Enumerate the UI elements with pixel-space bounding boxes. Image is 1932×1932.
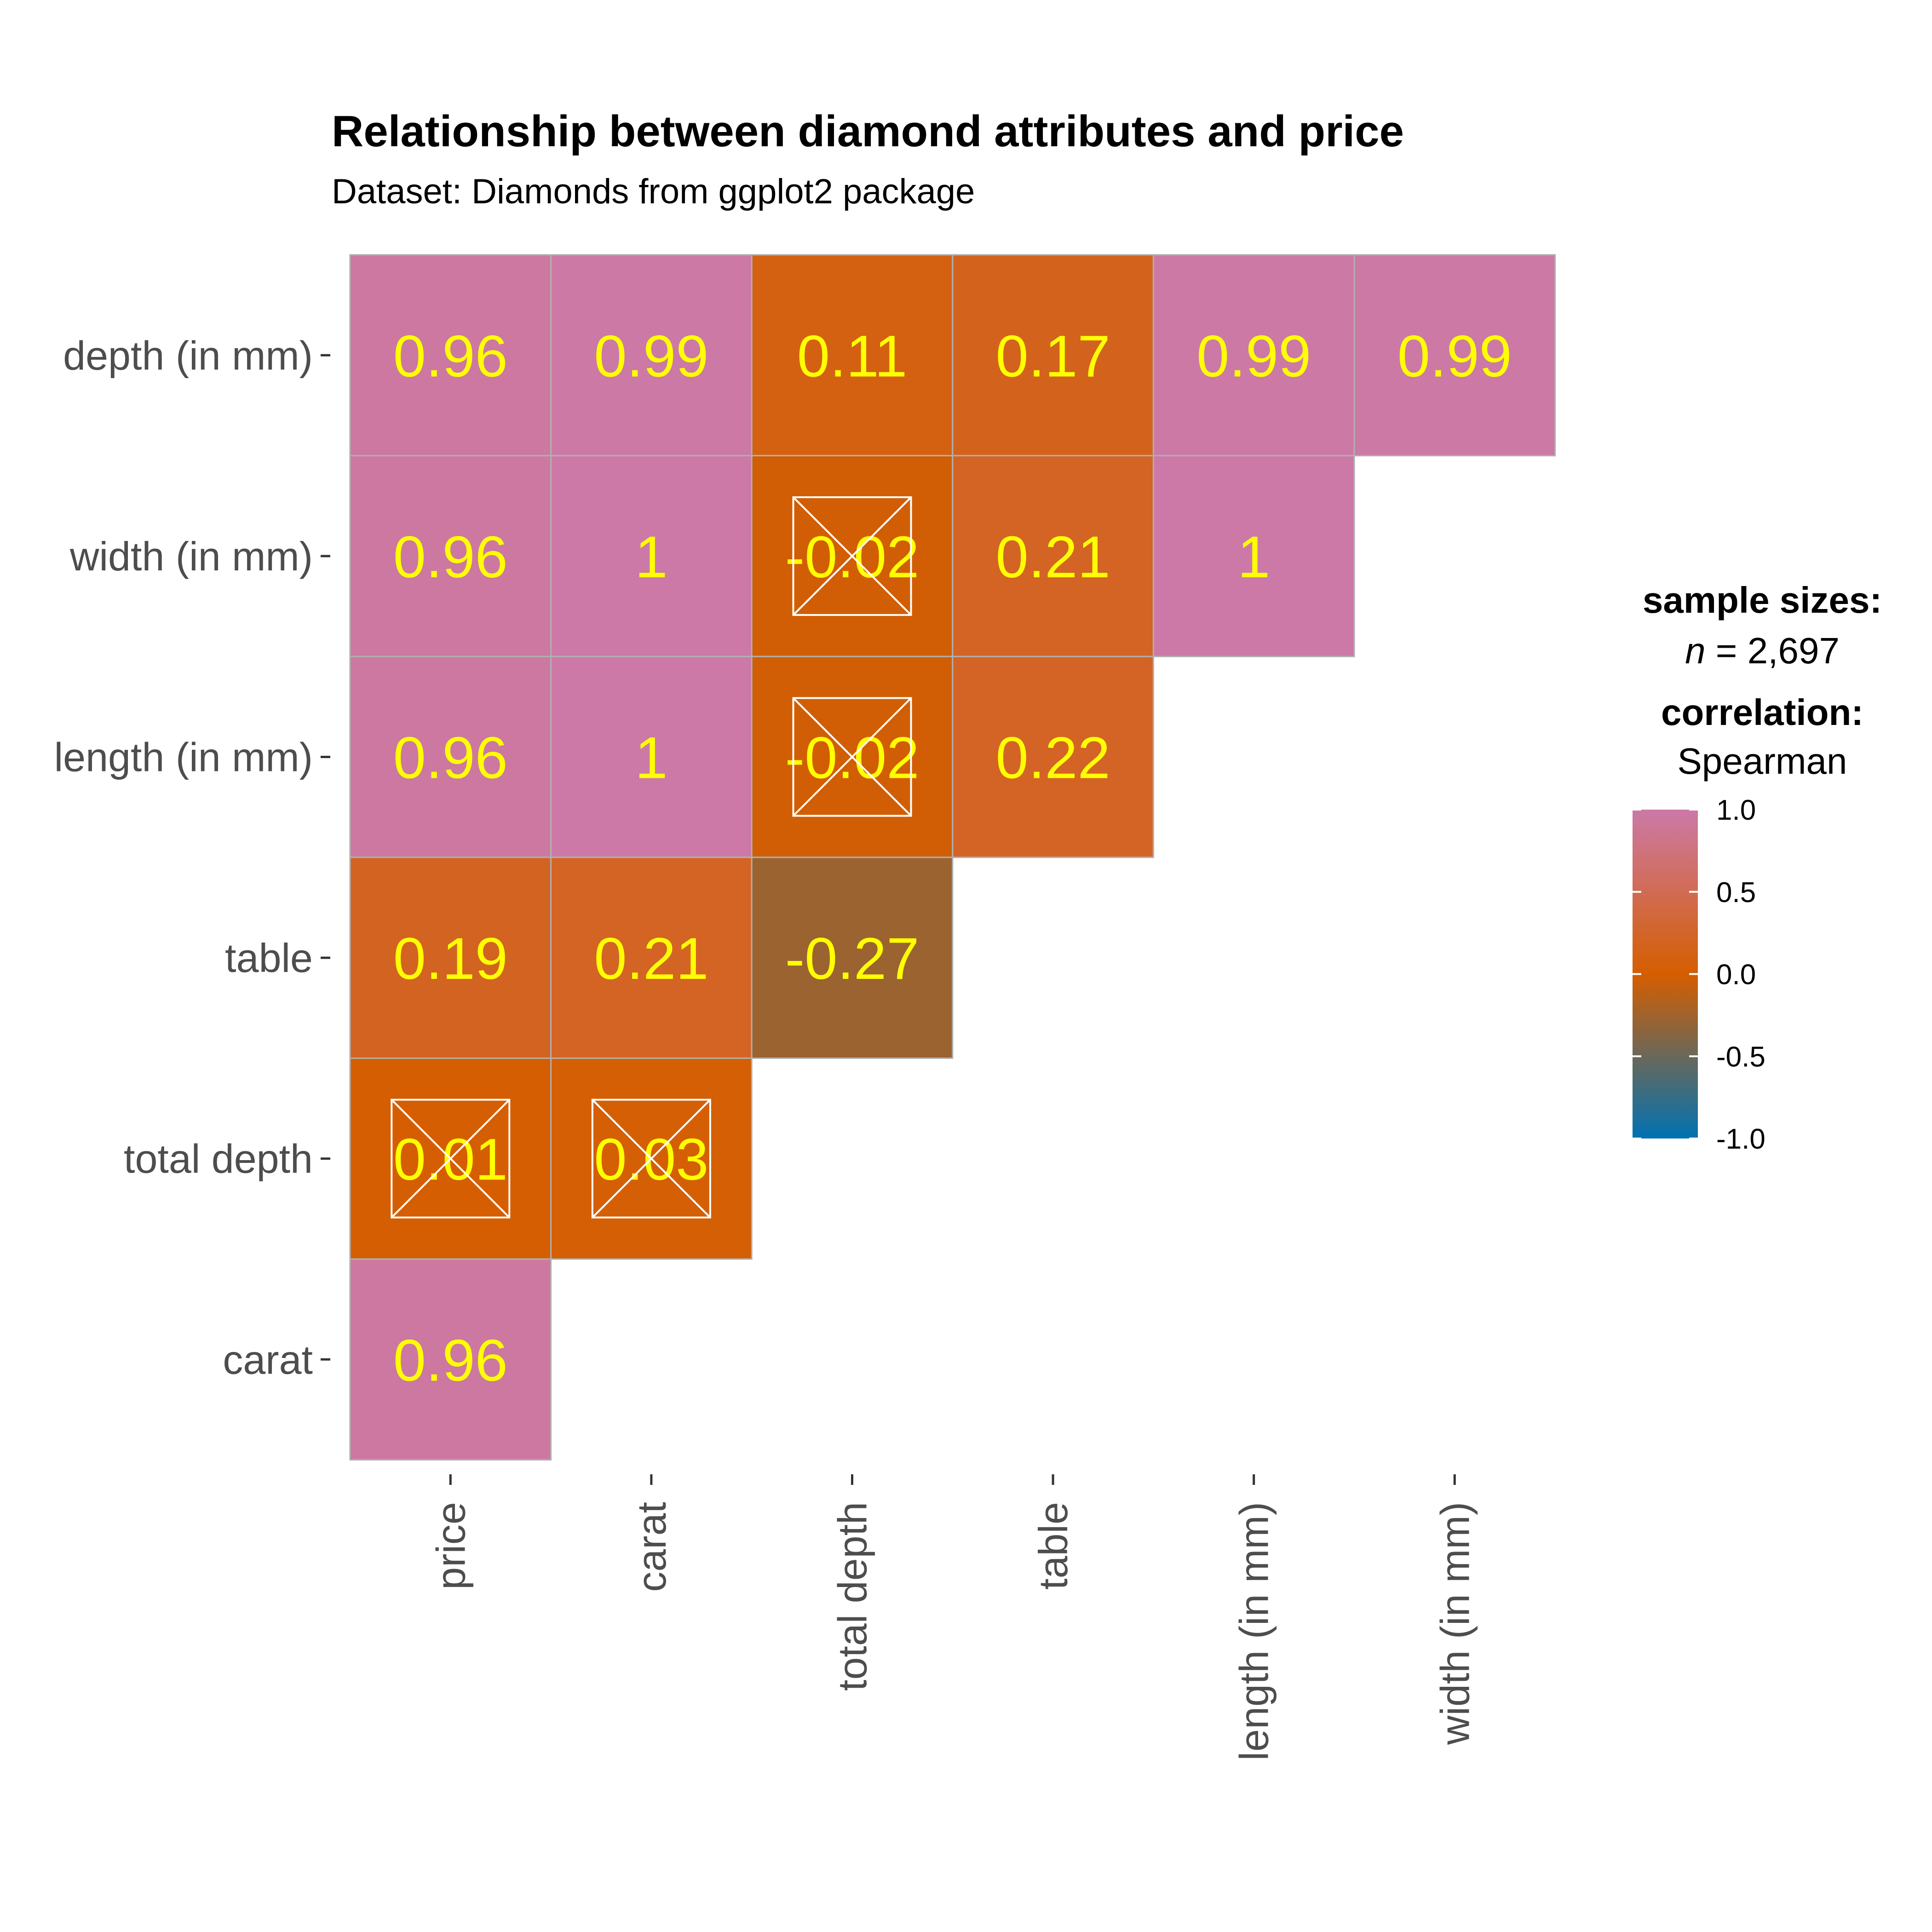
cell-value-label: 0.22: [996, 725, 1110, 791]
legend-corr-method: Spearman: [1677, 741, 1847, 782]
x-tick-label: table: [1030, 1502, 1076, 1590]
cell-fill: [349, 455, 552, 657]
cell-value-label: 0.99: [1196, 323, 1311, 389]
y-axis: depth (in mm) width (in mm) length (in mm)…: [54, 333, 330, 1382]
heatmap-cell: 0.22: [952, 656, 1154, 858]
heatmap-cell: 0.01: [349, 1057, 552, 1260]
legend-tick-label: 1.0: [1716, 794, 1756, 826]
heatmap-cell: -0.27: [751, 857, 954, 1059]
x-tick-label: carat: [629, 1502, 674, 1592]
x-tick-label: price: [428, 1502, 473, 1590]
legend-corr-title: correlation:: [1661, 692, 1863, 733]
heatmap-cell: 0.99: [550, 254, 753, 457]
y-tick-label: carat: [223, 1337, 313, 1382]
non-significant-cross-box: [591, 1098, 711, 1219]
heatmap-cell: 0.21: [952, 455, 1154, 657]
cell-value-label: 0.96: [393, 323, 508, 389]
cell-fill: [550, 656, 753, 858]
legend-n-symbol: n: [1685, 630, 1706, 671]
y-tick-label: table: [225, 935, 313, 981]
x-axis: price carat total depth table length (in mm)…: [428, 1474, 1478, 1760]
heatmap-cell: 0.19: [349, 857, 552, 1059]
cell-fill: [349, 254, 552, 457]
legend-n-value: = 2,697: [1716, 630, 1840, 671]
non-significant-cross: [391, 1099, 510, 1219]
non-significant-cross-box: [792, 496, 912, 616]
cell-value-label: 0.17: [996, 323, 1110, 389]
cell-value-label: 0.99: [594, 323, 708, 389]
heatmap-cell: 0.11: [751, 254, 954, 457]
heatmap-cell: 1: [550, 455, 753, 657]
legend-tick-label: 0.0: [1716, 959, 1756, 991]
cell-value-label: 0.99: [1397, 323, 1512, 389]
cell-value-label: 0.21: [996, 524, 1110, 590]
x-tick-label: width (in mm): [1432, 1502, 1478, 1745]
cell-value-label: 1: [635, 524, 667, 590]
non-significant-cross-box: [391, 1098, 511, 1219]
heatmap-cell: 0.21: [550, 857, 753, 1059]
cell-fill: [550, 254, 753, 457]
y-tick-label: length (in mm): [54, 735, 313, 780]
heatmap-cell: 1: [550, 656, 753, 858]
legend-sample-size: n = 2,697: [1685, 630, 1840, 671]
heatmap-cell: 0.96: [349, 1258, 552, 1461]
legend-tick-label: 0.5: [1716, 877, 1756, 908]
non-significant-cross: [793, 496, 912, 616]
cell-value-label: 0.21: [594, 926, 708, 992]
cell-fill: [349, 656, 552, 858]
heatmap-cell: 0.96: [349, 455, 552, 657]
legend-tick-label: -1.0: [1716, 1123, 1765, 1155]
cell-value-label: 0.96: [393, 725, 508, 791]
legend: sample sizes: n = 2,697 correlation: Spe…: [1633, 580, 1882, 1155]
cell-fill: [550, 455, 753, 657]
cell-fill: [349, 857, 552, 1059]
cell-value-label: 1: [1237, 524, 1270, 590]
heatmap-cell: 1: [1152, 455, 1355, 657]
cell-fill: [349, 1258, 552, 1461]
cell-value-label: 1: [635, 725, 667, 791]
y-tick-label: width (in mm): [69, 534, 313, 579]
cell-fill: [952, 656, 1154, 858]
cell-value-label: 0.96: [393, 524, 508, 590]
heatmap-cell: 0.03: [550, 1057, 753, 1260]
cell-fill: [1353, 254, 1556, 457]
cell-fill: [550, 857, 753, 1059]
non-significant-cross-box: [792, 697, 912, 817]
cell-fill: [751, 254, 954, 457]
legend-sample-title: sample sizes:: [1643, 580, 1882, 621]
cell-fill: [1152, 455, 1355, 657]
x-tick-label: length (in mm): [1231, 1502, 1277, 1760]
heatmap-cell: -0.02: [751, 656, 954, 858]
heatmap-cell: 0.96: [349, 656, 552, 858]
legend-tick-label: -0.5: [1716, 1041, 1765, 1073]
cell-value-label: -0.27: [785, 926, 920, 992]
cell-fill: [751, 857, 954, 1059]
y-tick-label: total depth: [124, 1136, 313, 1182]
cell-fill: [952, 254, 1154, 457]
non-significant-cross: [592, 1099, 711, 1219]
chart-subtitle: Dataset: Diamonds from ggplot2 package: [332, 172, 975, 211]
y-tick-label: depth (in mm): [63, 333, 313, 378]
cell-fill: [1152, 254, 1355, 457]
legend-colorbar: [1633, 810, 1698, 1138]
cell-value-label: 0.11: [797, 323, 908, 389]
cell-fill: [952, 455, 1154, 657]
heatmap-cell: -0.02: [751, 455, 954, 657]
chart-title: Relationship between diamond attributes …: [332, 107, 1404, 156]
heatmap-cell: 0.96: [349, 254, 552, 457]
heatmap-cell: 0.99: [1353, 254, 1556, 457]
heatmap-cell: 0.99: [1152, 254, 1355, 457]
heatmap-cell: 0.17: [952, 254, 1154, 457]
non-significant-cross: [793, 697, 912, 816]
cell-value-label: 0.19: [393, 926, 508, 992]
x-tick-label: total depth: [830, 1502, 875, 1691]
heatmap-cells: 0.96 0.99 0.11 0.17 0.99 0.99 0.96 1 -0.02 0.21 1 0…: [349, 254, 1556, 1461]
cell-value-label: 0.96: [393, 1328, 508, 1393]
